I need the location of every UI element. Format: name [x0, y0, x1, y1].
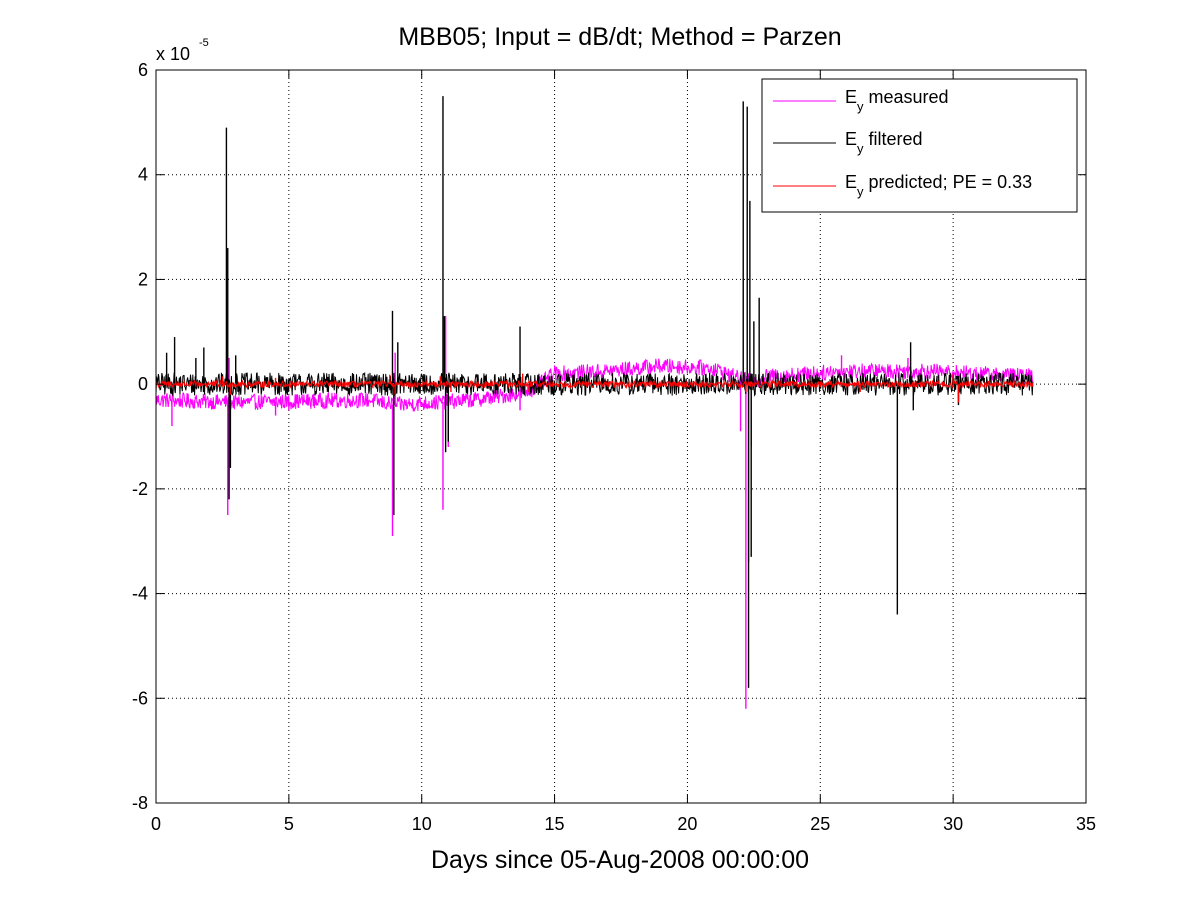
x-tick-labels: 0 5 10 15 20 25 30 35	[151, 814, 1096, 834]
series-line	[155, 358, 1034, 413]
x-tick-label: 10	[412, 814, 432, 834]
legend: Ey measured Ey filtered Ey predicted; PE =…	[761, 78, 1078, 213]
y-tick-labels: -8 -6 -4 -2 0 2 4 6	[132, 60, 148, 813]
y-multiplier-exponent: -5	[199, 37, 209, 49]
y-tick-label: 2	[138, 269, 148, 289]
x-tick-label: 15	[545, 814, 565, 834]
chart-title: MBB05; Input = dB/dt; Method = Parzen	[398, 23, 841, 51]
x-tick-label: 35	[1076, 814, 1096, 834]
x-tick-label: 25	[810, 814, 830, 834]
series-line	[155, 371, 1034, 397]
legend-entries: Ey measured Ey filtered Ey predicted; PE =…	[773, 87, 1032, 199]
y-tick-label: -8	[132, 793, 148, 813]
y-tick-label: -2	[132, 479, 148, 499]
y-tick-label: 4	[138, 165, 148, 185]
grid	[156, 70, 1086, 803]
y-tick-label: 0	[138, 374, 148, 394]
x-tick-label: 20	[677, 814, 697, 834]
y-tick-label: -6	[132, 688, 148, 708]
series-line	[155, 379, 1034, 390]
x-tick-label: 30	[943, 814, 963, 834]
legend-label: Ey predicted; PE = 0.33	[845, 172, 1032, 199]
axes-box	[155, 69, 1087, 804]
series-layer	[155, 96, 1034, 709]
legend-label: Ey measured	[845, 87, 949, 114]
legend-label: Ey filtered	[845, 129, 923, 156]
y-tick-label: -4	[132, 584, 148, 604]
y-multiplier: x 10	[156, 44, 190, 64]
y-tick-label: 6	[138, 60, 148, 80]
ticks	[155, 69, 1087, 804]
x-tick-label: 5	[284, 814, 294, 834]
x-tick-label: 0	[151, 814, 161, 834]
x-axis-label: Days since 05-Aug-2008 00:00:00	[431, 846, 809, 874]
